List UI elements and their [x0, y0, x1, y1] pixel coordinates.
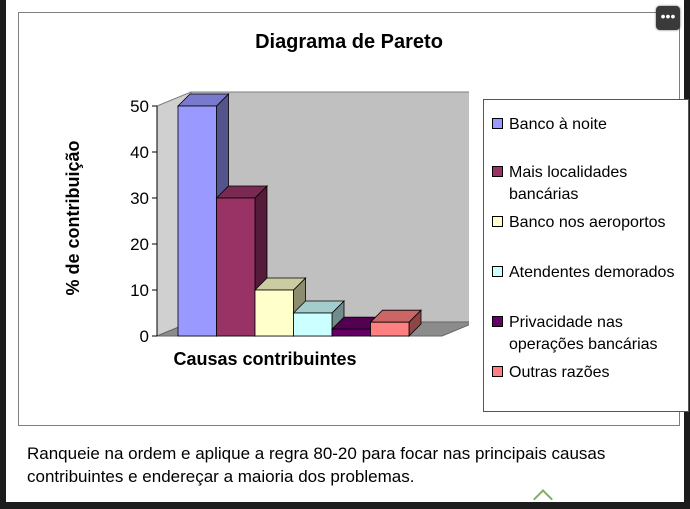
legend: Banco à noite Mais localidades bancárias B…	[483, 99, 689, 412]
y-tick-label: 0	[140, 327, 149, 346]
legend-item: Atendentes demorados	[492, 262, 690, 284]
bar-front	[254, 289, 294, 337]
y-axis-label: % de contribuição	[63, 140, 83, 295]
y-tick-label: 50	[130, 97, 149, 116]
bar-chart-plot: 0 10 20 30 40 50 % de contribuição Causas con…	[63, 91, 469, 369]
bar-front	[293, 312, 333, 337]
legend-label: Mais localidades bancárias	[509, 164, 628, 203]
legend-item: Privacidade nas operações bancárias	[492, 312, 690, 356]
y-tick-label: 40	[130, 143, 149, 162]
bars	[177, 93, 422, 337]
bar-front	[370, 321, 410, 337]
y-tick-label: 30	[130, 189, 149, 208]
legend-swatch	[492, 316, 503, 327]
legend-swatch	[492, 366, 503, 377]
legend-item: Banco nos aeroportos	[492, 212, 690, 234]
legend-swatch	[492, 266, 503, 277]
bar-front	[331, 328, 371, 337]
legend-label: Outras razões	[509, 364, 610, 381]
legend-label: Privacidade nas operações bancárias	[509, 314, 658, 353]
chart-frame: Diagrama de Pareto 0 10 20 30 40 50 % de cont…	[18, 12, 689, 426]
legend-item: Mais localidades bancárias	[492, 162, 690, 206]
legend-swatch	[492, 166, 503, 177]
x-axis-label: Causas contribuintes	[173, 349, 356, 369]
legend-item: Outras razões	[492, 362, 690, 384]
y-tick-label: 10	[130, 281, 149, 300]
y-axis: 0 10 20 30 40 50	[130, 97, 158, 346]
chart-title: Diagrama de Pareto	[255, 31, 443, 53]
slide-caption: Ranqueie na ordem e aplique a regra 80-2…	[27, 444, 606, 486]
logo-corner-icon	[533, 489, 553, 509]
legend-label: Atendentes demorados	[509, 264, 675, 281]
legend-swatch	[492, 216, 503, 227]
bar-front	[216, 197, 256, 337]
slide: Diagrama de Pareto 0 10 20 30 40 50 % de cont…	[6, 0, 689, 509]
more-options-button[interactable]: •••	[656, 6, 680, 30]
y-tick-label: 20	[130, 235, 149, 254]
legend-item: Banco à noite	[492, 114, 690, 136]
legend-label: Banco à noite	[509, 116, 607, 133]
more-horizontal-icon: •••	[660, 8, 676, 24]
bar-front	[177, 105, 217, 337]
bar-6	[369, 309, 422, 337]
legend-label: Banco nos aeroportos	[509, 214, 666, 231]
legend-swatch	[492, 118, 503, 129]
